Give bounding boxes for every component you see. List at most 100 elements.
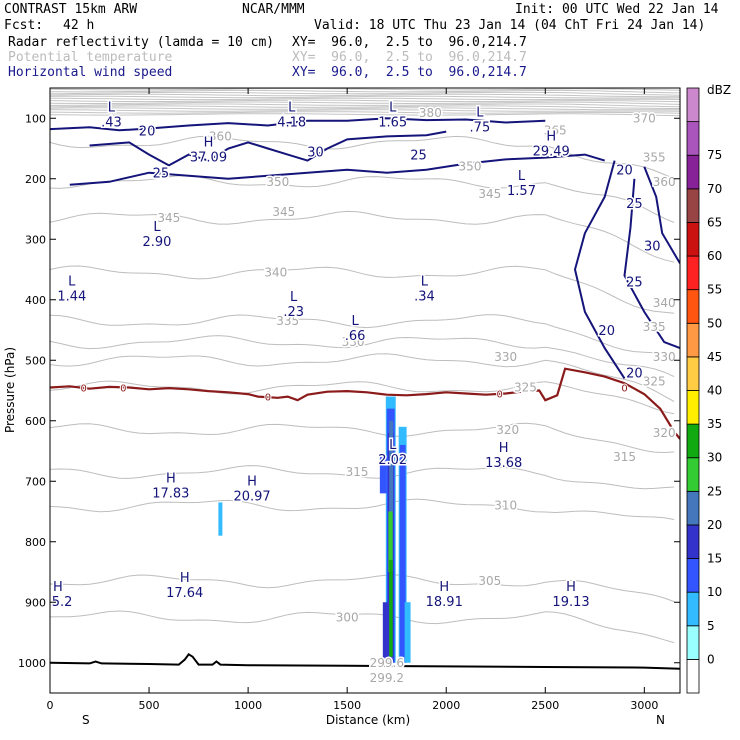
colorbar-swatch bbox=[686, 390, 700, 425]
colorbar-label: 55 bbox=[707, 283, 722, 297]
extremum-value: 29.49 bbox=[533, 144, 570, 159]
wind-speed-contour bbox=[623, 178, 680, 350]
colorbar-label: 25 bbox=[707, 484, 722, 498]
extremum-value: 17.64 bbox=[166, 586, 203, 601]
colorbar-swatch bbox=[686, 625, 700, 660]
wind-speed-contour bbox=[643, 166, 680, 264]
theta-label: 299.2 bbox=[370, 671, 404, 685]
zero-degree-isotherm bbox=[50, 367, 680, 440]
extremum-value: 17.83 bbox=[152, 486, 189, 501]
colorbar-swatch bbox=[686, 356, 700, 391]
theta-isentrope bbox=[50, 610, 675, 644]
y-tick-label: 1000 bbox=[18, 657, 46, 670]
theta-isentrope bbox=[50, 135, 675, 180]
theta-isentrope bbox=[50, 465, 675, 490]
colorbar-swatch bbox=[686, 87, 700, 123]
theta-label: 360 bbox=[653, 175, 676, 189]
extremum-value: 2.02 bbox=[378, 453, 407, 468]
colorbar-label: 35 bbox=[707, 417, 722, 431]
fcst-label: Fcst: bbox=[4, 18, 44, 33]
colorbar-swatch bbox=[686, 558, 700, 593]
colorbar-swatch bbox=[686, 255, 700, 291]
y-tick-label: 500 bbox=[25, 354, 46, 367]
endpoint-right: N bbox=[656, 713, 665, 727]
colorbar-swatch bbox=[686, 188, 700, 223]
theta-label: 355 bbox=[643, 151, 666, 165]
extremum-letter: L bbox=[518, 169, 526, 184]
colorbar-swatch bbox=[686, 490, 700, 526]
extremum-value: 18.91 bbox=[426, 595, 463, 610]
zero-degree-label: 0 bbox=[497, 390, 503, 401]
colorbar-swatch bbox=[686, 154, 700, 190]
x-tick-label: 1000 bbox=[234, 699, 262, 712]
extremum-value: .34 bbox=[414, 290, 435, 305]
zero-degree-label: 0 bbox=[120, 383, 126, 394]
theta-label: 330 bbox=[342, 335, 365, 349]
extremum-value: .75 bbox=[470, 120, 491, 135]
field-2-name: Potential temperature bbox=[8, 50, 173, 65]
extremum-letter: L bbox=[351, 314, 359, 329]
extremum-value: 2.90 bbox=[143, 235, 172, 250]
extremum-letter: L bbox=[290, 290, 298, 305]
colorbar-label: 50 bbox=[707, 316, 722, 330]
theta-label: 320 bbox=[653, 426, 676, 440]
reflectivity-cell bbox=[388, 511, 393, 572]
theta-isentrope bbox=[50, 422, 675, 454]
theta-isentrope-upper bbox=[50, 95, 680, 99]
x-tick-label: 0 bbox=[47, 699, 54, 712]
theta-isentrope bbox=[50, 265, 675, 314]
theta-label: 325 bbox=[514, 380, 537, 394]
x-axis-label: Distance (km) bbox=[326, 713, 410, 727]
theta-label: 380 bbox=[419, 106, 442, 120]
y-tick-label: 400 bbox=[25, 294, 46, 307]
colorbar-label: 60 bbox=[707, 249, 722, 263]
reflectivity-cell bbox=[399, 444, 406, 663]
zero-degree-label: 0 bbox=[265, 393, 271, 404]
colorbar-label: 45 bbox=[707, 350, 722, 364]
x-tick-label: 2000 bbox=[432, 699, 460, 712]
y-tick-label: 900 bbox=[25, 596, 46, 609]
theta-isentrope bbox=[50, 353, 675, 403]
field-1-xy: XY= 96.0, 2.5 to 96.0,214.7 bbox=[292, 35, 527, 50]
x-tick-label: 500 bbox=[139, 699, 160, 712]
extremum-letter: L bbox=[389, 100, 397, 115]
theta-label: 340 bbox=[653, 296, 676, 310]
y-tick-label: 800 bbox=[25, 536, 46, 549]
theta-label: 315 bbox=[346, 465, 369, 479]
extremum-letter: H bbox=[53, 580, 63, 595]
wind-speed-label: 20 bbox=[616, 164, 633, 179]
theta-isentrope-upper bbox=[50, 88, 680, 91]
extremum-letter: L bbox=[421, 275, 429, 290]
theta-label: 340 bbox=[264, 266, 287, 280]
theta-isentrope-upper bbox=[50, 109, 680, 112]
theta-label: 360 bbox=[209, 129, 232, 143]
zero-degree-label: 0 bbox=[621, 383, 627, 394]
theta-isentrope-upper bbox=[50, 111, 680, 114]
valid-time: Valid: 18 UTC Thu 23 Jan 14 (04 ChT Fri … bbox=[314, 18, 706, 33]
colorbar-swatch bbox=[686, 658, 700, 694]
colorbar-swatch bbox=[686, 524, 700, 559]
colorbar-label: 40 bbox=[707, 384, 722, 398]
reflectivity-cell bbox=[382, 602, 388, 663]
theta-isentrope bbox=[50, 498, 675, 520]
colorbar-label: 5 bbox=[707, 619, 715, 633]
theta-label: 325 bbox=[643, 374, 666, 388]
extremum-letter: L bbox=[288, 100, 296, 115]
colorbar-label: 65 bbox=[707, 215, 722, 229]
theta-label: 345 bbox=[478, 187, 501, 201]
theta-label: 335 bbox=[276, 314, 299, 328]
extremum-value: 1.57 bbox=[507, 184, 536, 199]
fcst-value: 42 h bbox=[63, 18, 95, 33]
init-time: Init: 00 UTC Wed 22 Jan 14 bbox=[515, 2, 719, 17]
wind-speed-label: 20 bbox=[626, 366, 643, 381]
theta-isentrope bbox=[50, 574, 675, 603]
colorbar-swatch bbox=[686, 457, 700, 492]
colorbar-swatch bbox=[686, 289, 700, 324]
wind-speed-label: 25 bbox=[153, 167, 170, 182]
wind-speed-contour bbox=[89, 130, 447, 167]
theta-isentrope-upper bbox=[50, 101, 680, 105]
colorbar-unit: dBZ bbox=[707, 83, 731, 97]
theta-isentrope-upper bbox=[50, 93, 680, 98]
extremum-letter: L bbox=[153, 220, 161, 235]
colorbar-label: 75 bbox=[707, 148, 722, 162]
